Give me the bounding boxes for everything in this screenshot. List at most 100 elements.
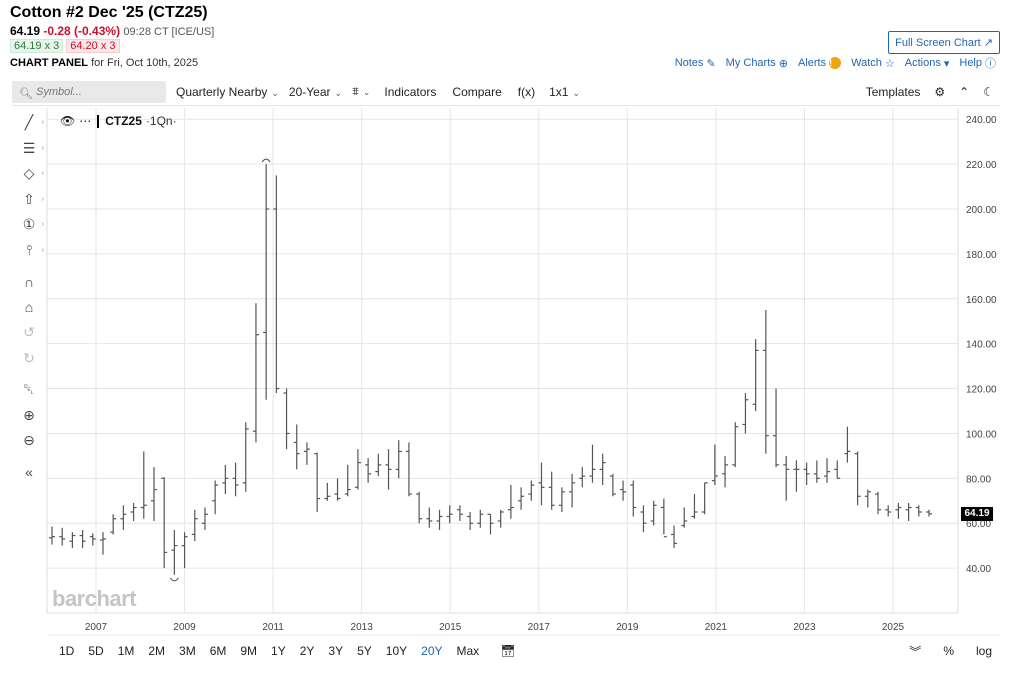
notes-link[interactable]: Notes ✎	[675, 57, 716, 70]
aggregation-select[interactable]: Quarterly Nearby ⌄	[176, 85, 279, 99]
range-button-20y[interactable]: 20Y	[421, 644, 443, 658]
eye-icon[interactable]: 👁︎	[60, 114, 76, 128]
unlock-icon[interactable]: ⌂	[24, 299, 34, 316]
ohlc-bar	[844, 426, 851, 463]
y-tick-label: 60.00	[966, 519, 991, 530]
measure-tool-icon[interactable]: ⫯ ›	[25, 241, 44, 258]
dark-mode-icon[interactable]: ☾	[983, 84, 994, 99]
ohlc-bar	[630, 480, 637, 517]
range-button-1d[interactable]: 1D	[59, 644, 75, 658]
legend-interval: ·1Qn·	[145, 114, 177, 128]
chevron-down-icon: ⌄	[334, 87, 343, 98]
chart-toolbar: 🔍︎ Quarterly Nearby⌄ 20-Year⌄ ⩨⌄ Indicat…	[12, 78, 1000, 106]
indicators-button[interactable]: Indicators	[384, 84, 437, 99]
zoom-out-icon[interactable]: ⊖	[23, 432, 35, 449]
range-button-3m[interactable]: 3M	[179, 644, 196, 658]
plus-circle-icon: ⊕	[778, 57, 788, 70]
fibonacci-tool-icon[interactable]: ☰ ›	[22, 139, 44, 156]
my-charts-link[interactable]: My Charts ⊕	[726, 57, 788, 70]
function-button[interactable]: f(x)	[517, 84, 536, 99]
annotation-tool-icon[interactable]: ① ›	[22, 216, 44, 233]
templates-button[interactable]: Templates	[865, 84, 921, 99]
settings-icon[interactable]: ⚙	[934, 84, 946, 99]
undo-icon[interactable]: ↺	[23, 324, 35, 341]
ohlc-bar	[324, 482, 331, 501]
ohlc-bar	[885, 505, 892, 517]
range-bar: 1D 5D 1M 2M 3M 6M 9M 1Y 2Y 3Y 5Y 10Y 20Y Max 📅︎ ︾ % l…	[52, 640, 1000, 662]
ohlc-bar	[242, 422, 249, 492]
ohlc-bar	[803, 462, 810, 486]
ohlc-bar	[558, 487, 565, 512]
redo-icon[interactable]: ↻	[23, 349, 35, 366]
range-button-2m[interactable]: 2M	[148, 644, 166, 658]
range-button-2y[interactable]: 2Y	[299, 644, 315, 658]
ask-badge: 64.20 x 3	[66, 39, 120, 53]
period-select[interactable]: 20-Year ⌄	[289, 85, 342, 99]
layout-select[interactable]: 1x1 ⌄	[549, 85, 580, 99]
range-button-1y[interactable]: 1Y	[271, 644, 286, 658]
range-button-6m[interactable]: 6M	[209, 644, 227, 658]
arrow-tool-icon[interactable]: ⇧ ›	[23, 190, 44, 207]
trash-icon[interactable]: ␡	[23, 381, 35, 398]
actions-menu[interactable]: Actions ▾	[905, 57, 950, 70]
ohlc-bar	[732, 422, 739, 468]
chevron-down-icon: ⌄	[271, 87, 279, 98]
ohlc-bar	[915, 505, 922, 517]
range-button-1m[interactable]: 1M	[117, 644, 135, 658]
ohlc-bar	[783, 455, 790, 501]
range-button-3y[interactable]: 3Y	[328, 644, 344, 658]
full-screen-chart-button[interactable]: Full Screen Chart ↗	[888, 31, 1000, 54]
range-button-9m[interactable]: 9M	[240, 644, 258, 658]
range-button-10y[interactable]: 10Y	[385, 644, 408, 658]
ohlc-bar	[212, 480, 219, 515]
legend-symbol: CTZ25	[105, 114, 142, 128]
ohlc-bar	[89, 533, 96, 546]
ohlc-bar	[507, 485, 514, 519]
range-button-5y[interactable]: 5Y	[357, 644, 372, 658]
x-tick-label: 2017	[528, 622, 551, 633]
zoom-in-icon[interactable]: ⊕	[23, 406, 35, 423]
ohlc-bar	[681, 507, 688, 528]
ohlc-bar	[538, 462, 545, 506]
ohlc-bar	[232, 462, 239, 497]
y-tick-label: 100.00	[966, 429, 997, 440]
alerts-link[interactable]: Alerts!	[798, 57, 842, 69]
chevron-down-icon: ⌄	[572, 87, 581, 98]
ohlc-bar	[487, 513, 494, 535]
double-chevron-down-icon[interactable]: ︾	[909, 644, 922, 659]
ohlc-bar	[671, 525, 678, 548]
calendar-icon[interactable]: 📅︎	[500, 644, 516, 658]
chart-type-select[interactable]: ⩨ ⌄	[352, 84, 370, 99]
trendline-tool-icon[interactable]: ╱ ›	[24, 114, 44, 131]
ohlc-bar	[711, 444, 718, 486]
magnet-icon[interactable]: ∩	[23, 273, 35, 290]
range-buttons: 1D 5D 1M 2M 3M 6M 9M 1Y 2Y 3Y 5Y 10Y 20Y Max	[52, 644, 486, 658]
ohlc-bar	[436, 509, 443, 530]
ohlc-bar	[813, 460, 820, 483]
ohlc-bar	[375, 453, 382, 477]
ohlc-bar	[365, 458, 372, 483]
more-icon[interactable]: ⋯	[79, 114, 92, 128]
ohlc-bars-icon: ⩨	[352, 84, 359, 98]
ohlc-bar	[293, 424, 300, 470]
range-button-5d[interactable]: 5D	[88, 644, 104, 658]
watch-link[interactable]: Watch ☆	[851, 57, 895, 70]
full-screen-label: Full Screen Chart	[895, 37, 981, 49]
percent-toggle[interactable]: %	[943, 644, 954, 658]
collapse-up-icon[interactable]: ⌃	[959, 84, 970, 99]
chevron-down-icon: ⌄	[362, 87, 371, 97]
help-link[interactable]: Help ⓘ	[959, 55, 996, 71]
ohlc-bar	[742, 393, 749, 434]
ohlc-bar	[834, 460, 841, 479]
shape-tool-icon[interactable]: ◇ ›	[23, 165, 44, 182]
ohlc-bar	[691, 494, 698, 519]
symbol-input[interactable]	[12, 80, 166, 103]
my-charts-label: My Charts	[725, 57, 776, 69]
ohlc-bar	[181, 532, 188, 569]
alerts-label: Alerts	[798, 57, 827, 69]
range-button-max[interactable]: Max	[456, 644, 480, 658]
log-toggle[interactable]: log	[975, 644, 992, 658]
compare-button[interactable]: Compare	[452, 84, 502, 99]
collapse-sidebar-icon[interactable]: «	[25, 464, 33, 481]
